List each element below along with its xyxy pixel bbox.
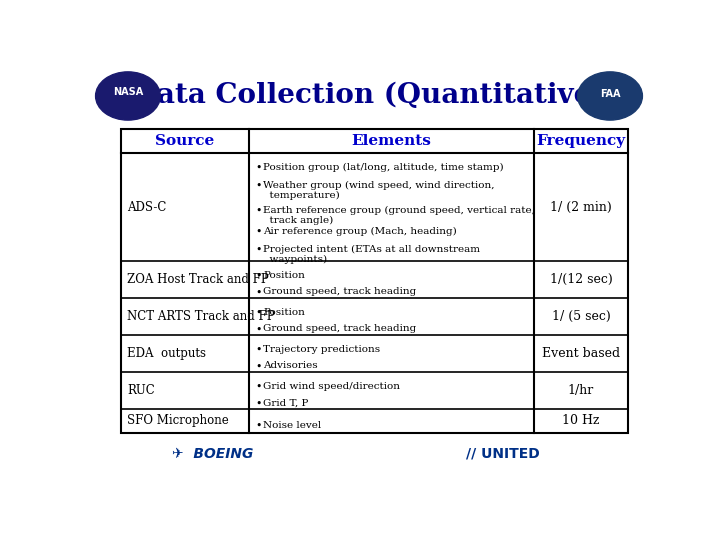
Text: FAA: FAA	[600, 89, 621, 99]
Text: Frequency: Frequency	[536, 134, 626, 149]
Text: Position: Position	[263, 308, 305, 317]
Text: Grid T, P: Grid T, P	[263, 399, 308, 408]
Text: Event based: Event based	[542, 347, 620, 360]
Text: •: •	[256, 180, 262, 191]
Text: 10 Hz: 10 Hz	[562, 414, 600, 427]
Text: •: •	[256, 163, 262, 173]
Text: 1/(12 sec): 1/(12 sec)	[549, 273, 613, 286]
Text: Weather group (wind speed, wind direction,
  temperature): Weather group (wind speed, wind directio…	[263, 180, 495, 200]
Text: EDA  outputs: EDA outputs	[127, 347, 207, 360]
Text: Air reference group (Mach, heading): Air reference group (Mach, heading)	[263, 226, 456, 235]
Text: •: •	[256, 361, 262, 372]
Text: Elements: Elements	[351, 134, 431, 149]
Text: •: •	[256, 421, 262, 430]
Circle shape	[96, 72, 161, 120]
Text: Ground speed, track heading: Ground speed, track heading	[263, 325, 416, 334]
Text: RUC: RUC	[127, 384, 155, 397]
Text: Position: Position	[263, 271, 305, 280]
Text: SFO Microphone: SFO Microphone	[127, 414, 229, 427]
Bar	[121, 129, 629, 433]
Text: Ground speed, track heading: Ground speed, track heading	[263, 287, 416, 296]
Text: NCT ARTS Track and FP: NCT ARTS Track and FP	[127, 310, 275, 323]
Text: •: •	[256, 226, 262, 237]
Text: •: •	[256, 399, 262, 408]
Text: Trajectory predictions: Trajectory predictions	[263, 345, 380, 354]
Text: 1/hr: 1/hr	[568, 384, 594, 397]
Text: Projected intent (ETAs at all downstream
  waypoints): Projected intent (ETAs at all downstream…	[263, 245, 480, 264]
Text: 1/ (5 sec): 1/ (5 sec)	[552, 310, 611, 323]
Circle shape	[577, 72, 642, 120]
Text: ZOA Host Track and FP: ZOA Host Track and FP	[127, 273, 269, 286]
Text: •: •	[256, 287, 262, 298]
Text: Advisories: Advisories	[263, 361, 318, 370]
Text: Noise level: Noise level	[263, 421, 321, 430]
Text: •: •	[256, 345, 262, 355]
Text: 1/ (2 min): 1/ (2 min)	[550, 200, 612, 213]
Text: // UNITED: // UNITED	[466, 447, 540, 461]
Text: Data Collection (Quantitative): Data Collection (Quantitative)	[133, 83, 605, 110]
Text: •: •	[256, 382, 262, 392]
Text: Grid wind speed/direction: Grid wind speed/direction	[263, 382, 400, 391]
Text: ADS-C: ADS-C	[127, 200, 167, 213]
Text: •: •	[256, 205, 262, 215]
Text: •: •	[256, 308, 262, 318]
Text: NASA: NASA	[113, 87, 143, 97]
Text: Position group (lat/long, altitude, time stamp): Position group (lat/long, altitude, time…	[263, 163, 503, 172]
Text: •: •	[256, 271, 262, 281]
Text: •: •	[256, 245, 262, 254]
Text: Earth reference group (ground speed, vertical rate,
  track angle): Earth reference group (ground speed, ver…	[263, 205, 535, 225]
Text: •: •	[256, 325, 262, 334]
Text: Source: Source	[156, 134, 215, 149]
Text: ✈  BOEING: ✈ BOEING	[172, 447, 253, 461]
